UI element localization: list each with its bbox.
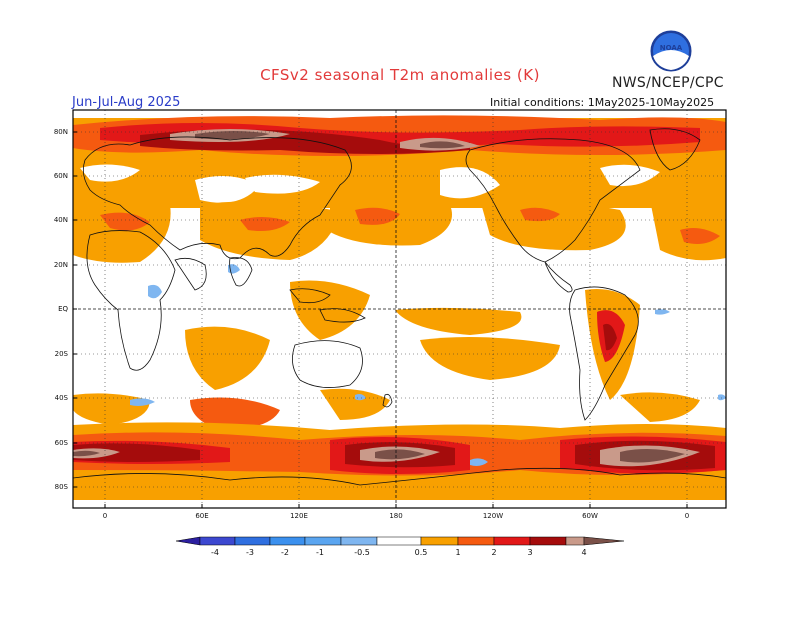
lat-label: 80S — [54, 483, 68, 491]
colorbar-label: -2 — [281, 548, 289, 557]
colorbar-label: 3 — [527, 548, 533, 557]
noaa-logo-text: NOAA — [659, 44, 683, 52]
equator-dateline — [73, 110, 726, 508]
colorbar-label: -1 — [316, 548, 324, 557]
lon-label: 180 — [389, 512, 403, 520]
lat-label: 80N — [53, 128, 68, 136]
lat-label: 60N — [53, 172, 68, 180]
map-title: CFSv2 seasonal T2m anomalies (K) — [260, 66, 540, 84]
colorbar-label: -4 — [211, 548, 219, 557]
lon-label: 60W — [582, 512, 598, 520]
forecast-period: Jun-Jul-Aug 2025 — [72, 95, 181, 110]
lon-label: 120E — [290, 512, 308, 520]
colorbar-label: -3 — [246, 548, 254, 557]
colorbar-label: 1 — [455, 548, 461, 557]
lat-label: 40N — [53, 216, 68, 224]
gridlines — [73, 110, 726, 508]
organization-label: NWS/NCEP/CPC — [612, 75, 724, 91]
colorbar-label: 4 — [581, 548, 587, 557]
anomaly-field — [73, 110, 726, 508]
initial-conditions: Initial conditions: 1May2025-10May2025 — [490, 96, 715, 109]
lon-label: 60E — [195, 512, 209, 520]
lat-label: 60S — [54, 439, 68, 447]
lat-label: 20N — [53, 261, 68, 269]
coastlines — [73, 128, 726, 508]
lat-label: 40S — [54, 394, 68, 402]
colorbar-label: -0.5 — [354, 548, 370, 557]
lon-label: 120W — [482, 512, 504, 520]
axis-ticks — [73, 131, 688, 508]
colorbar-label: 0.5 — [414, 548, 428, 557]
colorbar — [175, 536, 625, 546]
lon-label: 0 — [684, 512, 690, 520]
noaa-logo-icon — [650, 30, 692, 72]
lat-label: EQ — [58, 305, 68, 313]
lon-label: 0 — [102, 512, 108, 520]
colorbar-label: 2 — [491, 548, 497, 557]
lat-label: 20S — [54, 350, 68, 358]
